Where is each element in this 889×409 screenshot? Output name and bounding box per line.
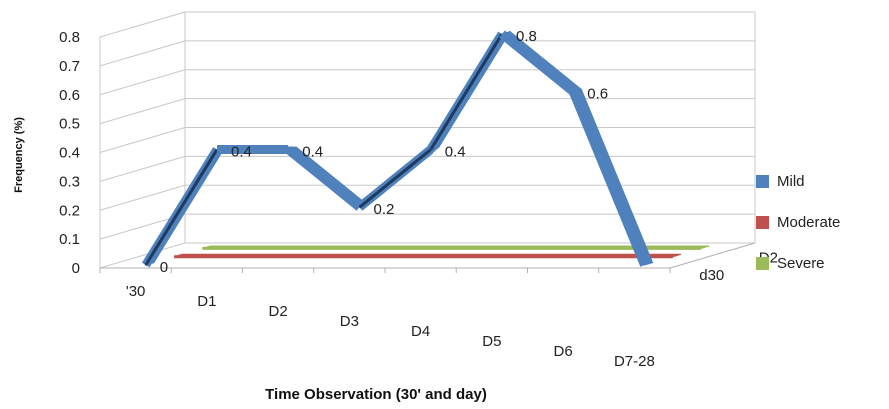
- x-tick-label: '30: [126, 283, 146, 300]
- legend-label-mild: Mild: [777, 173, 805, 190]
- series-rise-shade-mild: [358, 148, 432, 209]
- depth-tick-label: d30: [699, 267, 724, 284]
- data-labels: 0 0.4 0.4 0.2 0.4 0.8 0.6: [160, 28, 608, 276]
- series-line-mild: [569, 90, 649, 267]
- data-label-mild: 0.6: [587, 86, 608, 103]
- series-line-mild: [499, 30, 577, 96]
- y-tick-label: 0.1: [59, 231, 80, 248]
- gridline-side: [99, 69, 186, 96]
- series-ribbons: [141, 30, 710, 268]
- gridline-side: [99, 127, 186, 153]
- y-axis-ticks: 0 0.1 0.2 0.3 0.4 0.5 0.6 0.7 0.8: [59, 29, 80, 277]
- data-label-mild: 0.8: [516, 28, 537, 45]
- legend-item-mild: Mild: [756, 161, 840, 202]
- x-tick-label: D6: [554, 343, 573, 360]
- data-label-mild: 0.4: [302, 143, 323, 160]
- y-tick-label: 0.2: [59, 202, 80, 219]
- gridline-side: [99, 40, 186, 67]
- y-tick-label: 0.4: [59, 145, 80, 162]
- legend-item-severe: Severe: [756, 243, 840, 284]
- x-axis-title: Time Observation (30' and day): [265, 386, 487, 403]
- gridline-side: [99, 242, 186, 269]
- data-label-mild: 0.2: [374, 201, 395, 218]
- x-tick-label: D5: [482, 333, 501, 350]
- legend-swatch-severe: [756, 257, 769, 270]
- gridlines: [99, 11, 756, 273]
- x-tick-label: D3: [340, 313, 359, 330]
- x-tick-label: D7-28: [614, 353, 655, 370]
- gridline-side: [99, 98, 186, 125]
- legend: Mild Moderate Severe: [756, 161, 840, 284]
- legend-swatch-mild: [756, 175, 769, 188]
- y-tick-label: 0: [72, 260, 80, 277]
- gridline-side: [99, 184, 186, 211]
- legend-label-severe: Severe: [777, 255, 825, 272]
- y-tick-label: 0.6: [59, 87, 80, 104]
- y-tick-label: 0.3: [59, 173, 80, 190]
- y-axis-title: Frequency (%): [13, 117, 25, 193]
- gridline-side: [99, 155, 186, 182]
- gridline-side: [99, 11, 186, 38]
- x-tick-label: D4: [411, 323, 430, 340]
- data-label-mild: 0.4: [445, 143, 466, 160]
- series-line-mild: [285, 146, 363, 211]
- legend-item-moderate: Moderate: [756, 202, 840, 243]
- data-label-mild: 0: [160, 259, 168, 276]
- y-tick-label: 0.5: [59, 116, 80, 133]
- y-tick-label: 0.8: [59, 29, 80, 46]
- series-rise-shade-mild: [429, 33, 504, 151]
- x-tick-label: D1: [197, 293, 216, 310]
- x-tick-label: D2: [269, 303, 288, 320]
- y-tick-label: 0.7: [59, 58, 80, 75]
- floor-right-edge: [669, 242, 756, 269]
- legend-swatch-moderate: [756, 216, 769, 229]
- series-rise-shade-mild: [144, 148, 219, 266]
- data-label-mild: 0.4: [231, 143, 252, 160]
- legend-label-moderate: Moderate: [777, 214, 841, 231]
